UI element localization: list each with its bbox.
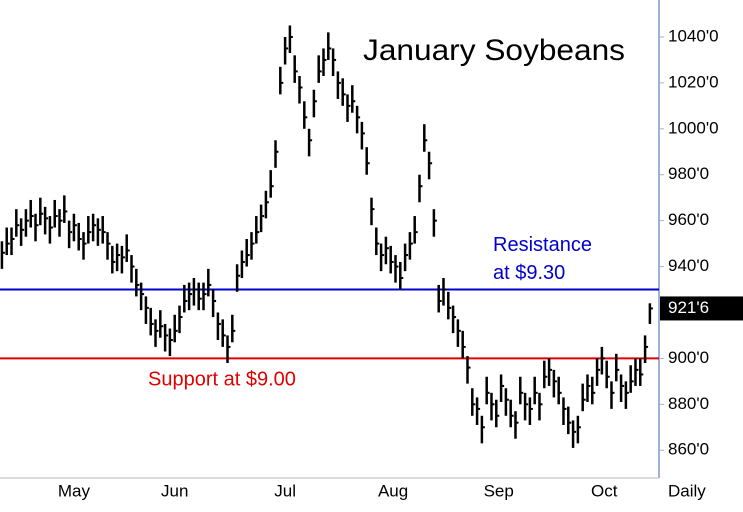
y-tick-label: 960'0	[668, 210, 709, 229]
x-tick-label: May	[58, 481, 91, 500]
x-tick-label: Aug	[378, 481, 408, 500]
y-tick-label: 980'0	[668, 164, 709, 183]
level-label: at $9.30	[493, 262, 565, 284]
y-tick-label: 900'0	[668, 348, 709, 367]
y-tick-label: 880'0	[668, 394, 709, 413]
y-tick-label: 1020'0	[668, 72, 719, 91]
last-price-box	[660, 296, 743, 321]
y-tick-label: 860'0	[668, 440, 709, 459]
level-label: Support at $9.00	[148, 369, 296, 391]
x-tick-label: Sep	[484, 481, 514, 500]
y-tick-label: 940'0	[668, 256, 709, 275]
x-tick-label: Jun	[161, 481, 188, 500]
level-label: Resistance	[493, 234, 592, 256]
last-price-label: 921'6	[668, 298, 709, 317]
y-tick-label: 1000'0	[668, 118, 719, 137]
x-tick-label: Jul	[274, 481, 296, 500]
x-tick-label: Oct	[591, 481, 618, 500]
chart-title: January Soybeans	[363, 34, 625, 67]
y-tick-label: 1040'0	[668, 26, 719, 45]
x-axis-label: Daily	[668, 481, 706, 500]
